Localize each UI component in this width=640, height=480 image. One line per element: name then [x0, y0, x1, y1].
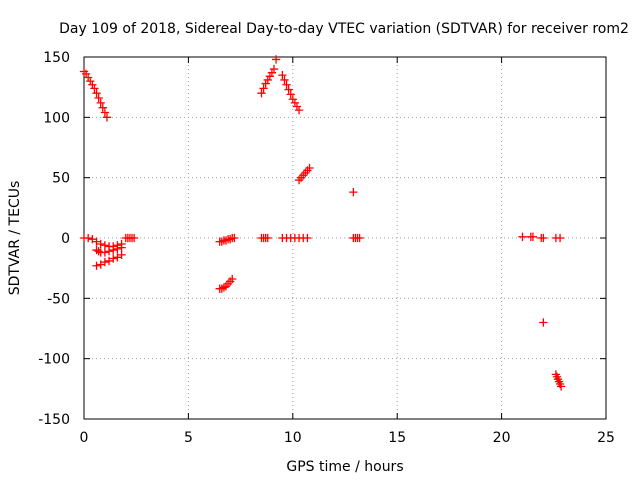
- data-point: [539, 233, 548, 243]
- series-arc-10: [278, 70, 304, 115]
- series-arc-11: [257, 233, 272, 243]
- data-point: [228, 274, 237, 284]
- x-tick-label: 0: [80, 430, 89, 446]
- x-axis-label: GPS time / hours: [286, 459, 403, 475]
- y-tick-label: 150: [43, 50, 70, 66]
- x-tick-label: 15: [388, 430, 406, 446]
- grid-layer: [84, 57, 606, 419]
- series-arc-18: [551, 370, 566, 391]
- series-arc-7: [215, 274, 237, 293]
- data-point: [90, 84, 99, 93]
- data-point: [294, 105, 304, 115]
- data-point: [257, 89, 266, 98]
- y-axis-label: SDTVAR / TECUs: [7, 181, 23, 296]
- series-arc-17: [539, 318, 548, 327]
- data-point: [271, 55, 281, 64]
- data-point: [104, 247, 114, 256]
- data-point: [92, 237, 101, 246]
- data-point: [555, 233, 565, 243]
- y-tick-label: 100: [43, 110, 70, 126]
- data-point: [94, 93, 103, 103]
- y-tick-label: -50: [47, 291, 70, 307]
- x-tick-label: 5: [184, 430, 193, 446]
- data-point: [96, 98, 105, 108]
- data-point: [92, 89, 101, 98]
- data-point: [303, 233, 312, 243]
- data-point: [117, 243, 126, 252]
- data-point: [282, 80, 291, 89]
- series-arc-4: [92, 250, 126, 270]
- data-point: [355, 233, 364, 243]
- data-point: [88, 235, 97, 244]
- data-point: [109, 245, 118, 255]
- series-arc-9: [271, 55, 281, 64]
- data-point: [263, 233, 272, 243]
- data-point: [278, 70, 287, 80]
- data-point: [104, 256, 114, 266]
- data-point: [92, 261, 101, 270]
- y-tick-label: 50: [52, 171, 70, 187]
- data-point: [528, 232, 538, 241]
- tick-layer: 0 5 10 15 20 25 -150 -100 -50 0 50 100 150: [38, 50, 615, 446]
- series-arc-8: [257, 64, 279, 98]
- data-point: [96, 239, 105, 249]
- chart-title: Day 109 of 2018, Sidereal Day-to-day VTE…: [59, 21, 629, 37]
- series-arc-16: [518, 232, 565, 243]
- y-tick-label: -100: [38, 352, 70, 368]
- y-tick-label: 0: [61, 231, 70, 247]
- series-arc-3: [92, 243, 126, 257]
- series-arc-15: [349, 233, 364, 243]
- x-tick-label: 20: [493, 430, 511, 446]
- data-point: [286, 90, 295, 99]
- data-point: [100, 108, 110, 117]
- points-layer: [79, 55, 566, 391]
- data-point: [518, 232, 527, 241]
- data-point: [259, 84, 268, 93]
- data-point: [284, 85, 293, 94]
- data-point: [100, 248, 110, 257]
- data-point: [539, 318, 548, 327]
- data-point: [98, 103, 107, 112]
- x-tick-label: 25: [597, 430, 615, 446]
- data-point: [280, 75, 289, 85]
- series-arc-13: [294, 163, 314, 185]
- series-arc-6: [215, 233, 239, 246]
- data-point: [117, 250, 126, 260]
- series-arc-1: [79, 67, 112, 122]
- series-arc-14: [349, 187, 358, 197]
- data-point: [84, 233, 93, 243]
- data-point: [100, 257, 110, 267]
- data-point: [305, 163, 314, 173]
- data-point: [100, 241, 110, 250]
- data-point: [113, 253, 122, 262]
- data-point: [96, 260, 105, 269]
- x-tick-label: 10: [284, 430, 302, 446]
- data-point: [349, 187, 358, 197]
- data-point: [109, 254, 118, 263]
- data-point: [230, 233, 239, 243]
- data-point: [269, 64, 279, 74]
- data-point: [102, 113, 112, 122]
- data-point: [556, 382, 566, 391]
- series-arc-12: [278, 233, 312, 243]
- y-tick-label: -150: [38, 412, 70, 428]
- data-point: [113, 244, 122, 254]
- data-point: [129, 233, 139, 243]
- series-arc-5: [121, 233, 139, 243]
